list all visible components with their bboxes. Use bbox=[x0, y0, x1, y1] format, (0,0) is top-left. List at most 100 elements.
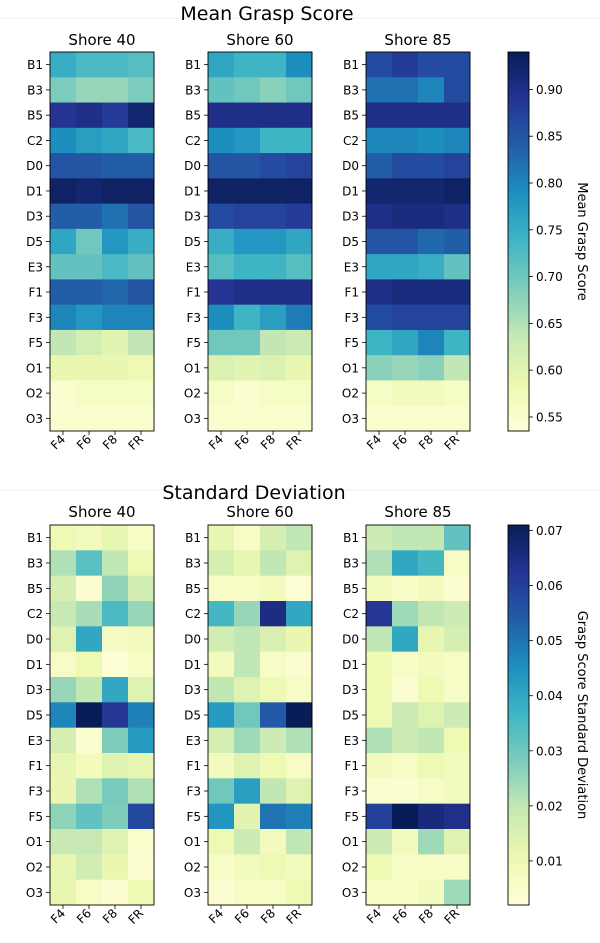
heatmap-cell-d0-f4 bbox=[208, 626, 235, 653]
colorbar-swatch bbox=[508, 900, 529, 906]
row-label-o1: O1 bbox=[342, 835, 359, 849]
column-label-f8: F8 bbox=[100, 906, 120, 926]
heatmap-cell-d5-f6 bbox=[392, 228, 419, 255]
heatmap-cell-d1-f8 bbox=[418, 178, 445, 204]
column-label-f4: F4 bbox=[48, 432, 68, 452]
heatmap-cell-o3-f4 bbox=[366, 879, 393, 906]
heatmap-cell-o3-f4 bbox=[50, 405, 77, 432]
heatmap-cell-c2-f8 bbox=[102, 601, 129, 627]
heatmap-cell-b1-fr bbox=[286, 525, 313, 551]
row-label-d3: D3 bbox=[184, 210, 201, 224]
row-label-b3: B3 bbox=[185, 557, 201, 571]
row-label-o3: O3 bbox=[26, 886, 43, 900]
heatmap-cell-f1-fr bbox=[128, 279, 155, 306]
heatmap-cell-d0-f4 bbox=[366, 626, 393, 653]
colorbar-swatch bbox=[508, 64, 529, 70]
heatmap-cell-d3-f8 bbox=[102, 203, 129, 230]
colorbar-swatch bbox=[508, 702, 529, 708]
heatmap-cell-e3-f6 bbox=[76, 727, 103, 754]
heatmap-cell-f3-f8 bbox=[418, 778, 445, 805]
row-label-b5: B5 bbox=[27, 109, 43, 123]
row-label-b3: B3 bbox=[27, 557, 43, 571]
colorbar-swatch bbox=[508, 647, 529, 653]
row-label-d0: D0 bbox=[342, 159, 359, 173]
colorbar-frame bbox=[507, 524, 530, 906]
row-label-b1: B1 bbox=[27, 531, 43, 545]
colorbar-swatch bbox=[508, 655, 529, 661]
heatmap-cell-d3-fr bbox=[444, 677, 471, 703]
colorbar-swatch bbox=[508, 651, 529, 657]
heatmap-cell-d1-f6 bbox=[76, 651, 103, 678]
colorbar-swatch bbox=[508, 883, 529, 889]
colorbar-swatch bbox=[508, 592, 529, 598]
heatmap-cell-b3-f6 bbox=[392, 77, 419, 103]
colorbar-swatch bbox=[508, 409, 529, 415]
colorbar-swatch bbox=[508, 266, 529, 272]
colorbar-swatch bbox=[508, 110, 529, 116]
row-label-o2: O2 bbox=[26, 861, 43, 875]
colorbar-swatch bbox=[508, 719, 529, 725]
heatmap-cell-d3-f6 bbox=[76, 203, 103, 230]
heatmap-cell-o3-f6 bbox=[392, 405, 419, 432]
row-label-e3: E3 bbox=[186, 260, 201, 274]
heatmap-cell-b1-f4 bbox=[208, 525, 235, 551]
colorbar-swatch bbox=[508, 148, 529, 154]
heatmap-cell-d3-f4 bbox=[50, 677, 77, 703]
row-label-b1: B1 bbox=[185, 531, 201, 545]
heatmap-cell-b1-f8 bbox=[418, 52, 445, 78]
colorbar-swatch bbox=[508, 571, 529, 577]
heatmap-cell-d1-fr bbox=[128, 178, 155, 204]
heatmap-cell-f5-fr bbox=[286, 329, 313, 356]
colorbar-swatch bbox=[508, 422, 529, 428]
heatmap-cell-f3-f8 bbox=[260, 778, 287, 805]
colorbar-swatch bbox=[508, 228, 529, 234]
colorbar-swatch bbox=[508, 833, 529, 839]
colorbar-swatch bbox=[508, 850, 529, 855]
heatmap-cell-d5-f6 bbox=[234, 702, 261, 729]
colorbar-swatch bbox=[508, 727, 529, 733]
colorbar-swatch bbox=[508, 178, 529, 184]
column-label-f6: F6 bbox=[390, 432, 410, 452]
column-label-f6: F6 bbox=[232, 432, 252, 452]
heatmap-cell-o2-fr bbox=[286, 854, 313, 881]
heatmap-cell-b3-f6 bbox=[76, 77, 103, 103]
row-label-f5: F5 bbox=[28, 336, 43, 350]
heatmap-cell-d3-f6 bbox=[76, 677, 103, 703]
colorbar-swatch bbox=[508, 892, 529, 898]
row-label-b1: B1 bbox=[343, 58, 359, 72]
heatmap-cell-o2-f4 bbox=[50, 854, 77, 881]
row-label-d1: D1 bbox=[26, 184, 43, 198]
heatmap-cell-f1-fr bbox=[286, 753, 313, 779]
heatmap-cell-c2-f8 bbox=[260, 127, 287, 154]
heatmap-cell-o3-f8 bbox=[260, 405, 287, 432]
heatmap-cell-b1-f8 bbox=[102, 52, 129, 78]
row-label-f5: F5 bbox=[186, 810, 201, 824]
heatmap-cell-f5-f6 bbox=[76, 803, 103, 830]
heatmap-cell-f5-f4 bbox=[208, 803, 235, 830]
colorbar-swatch bbox=[508, 296, 529, 302]
heatmap-cell-f3-fr bbox=[128, 778, 155, 805]
colorbar: 0.55 0.60 0.65 0.70 0.75 0.80 0.85 0.90 Mean Gra… bbox=[507, 51, 589, 432]
colorbar-label: Grasp Score Standard Deviation bbox=[574, 611, 589, 820]
heatmap-cell-o1-f8 bbox=[418, 355, 445, 381]
heatmap-cell-b1-f6 bbox=[76, 52, 103, 78]
colorbar-tick-label: 0.60 bbox=[536, 364, 563, 378]
colorbar-swatch bbox=[508, 601, 529, 606]
colorbar-swatch bbox=[508, 195, 529, 200]
heatmap-cell-d5-f8 bbox=[418, 228, 445, 255]
row-label-d0: D0 bbox=[184, 633, 201, 647]
heatmap-cell-d0-fr bbox=[128, 153, 155, 179]
heatmap-cell-b1-fr bbox=[128, 52, 155, 78]
heatmap-cell-f1-f6 bbox=[234, 279, 261, 306]
heatmap-cell-d1-fr bbox=[444, 178, 471, 204]
heatmap-cell-o1-f4 bbox=[50, 355, 77, 381]
column-label-f4: F4 bbox=[364, 432, 384, 452]
heatmap-cell-f5-f6 bbox=[392, 329, 419, 356]
heatmap-cell-b3-f8 bbox=[418, 550, 445, 577]
heatmap-cell-d5-fr bbox=[444, 228, 471, 255]
colorbar-swatch bbox=[508, 102, 529, 108]
colorbar-swatch bbox=[508, 558, 529, 564]
colorbar-swatch bbox=[508, 812, 529, 817]
heatmap-cell-f3-f8 bbox=[102, 778, 129, 805]
